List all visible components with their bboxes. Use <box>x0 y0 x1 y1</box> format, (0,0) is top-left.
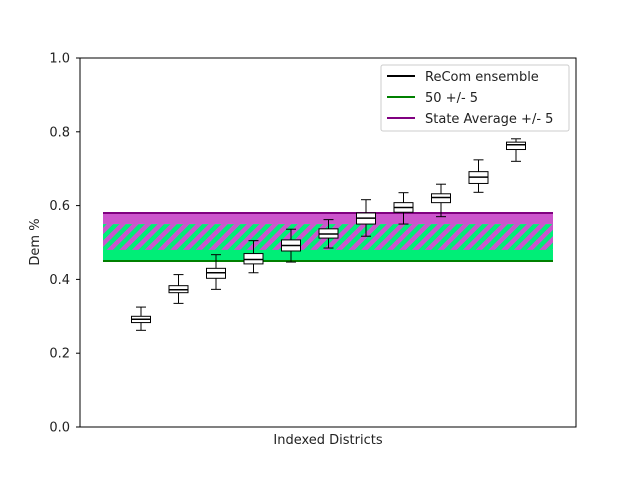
y-axis-label: Dem % <box>28 218 43 265</box>
district-box <box>506 138 526 162</box>
district-box <box>243 240 264 274</box>
y-tick-label: 0.8 <box>49 125 70 140</box>
y-tick-label: 0.2 <box>49 347 70 362</box>
y-tick-label: 0.6 <box>49 199 70 214</box>
plot-frame <box>79 57 577 428</box>
legend: ReCom ensemble 50 +/- 5 State Average +/… <box>380 64 570 132</box>
district-box <box>468 159 489 193</box>
district-box <box>206 254 226 290</box>
y-tick-label: 0.4 <box>49 273 70 288</box>
district-box <box>431 183 451 218</box>
y-axis: 0.0 0.2 0.4 0.6 0.8 1.0 <box>49 52 80 436</box>
district-box <box>356 199 376 237</box>
legend-box <box>380 64 570 132</box>
x-axis-label: Indexed Districts <box>273 433 382 448</box>
band-state-average-fill <box>103 212 553 225</box>
district-box <box>318 219 339 249</box>
district-box <box>168 274 189 304</box>
y-tick-label: 1.0 <box>49 52 70 67</box>
y-tick-label: 0.0 <box>49 421 70 436</box>
district-box <box>281 228 301 263</box>
district-box <box>131 306 151 331</box>
district-box <box>393 192 414 225</box>
legend-label-state-average: State Average +/- 5 <box>425 112 553 127</box>
legend-label-50: 50 +/- 5 <box>425 91 478 106</box>
legend-label-recom: ReCom ensemble <box>425 70 539 85</box>
box-plots <box>131 138 526 331</box>
box-iqr <box>506 141 526 151</box>
